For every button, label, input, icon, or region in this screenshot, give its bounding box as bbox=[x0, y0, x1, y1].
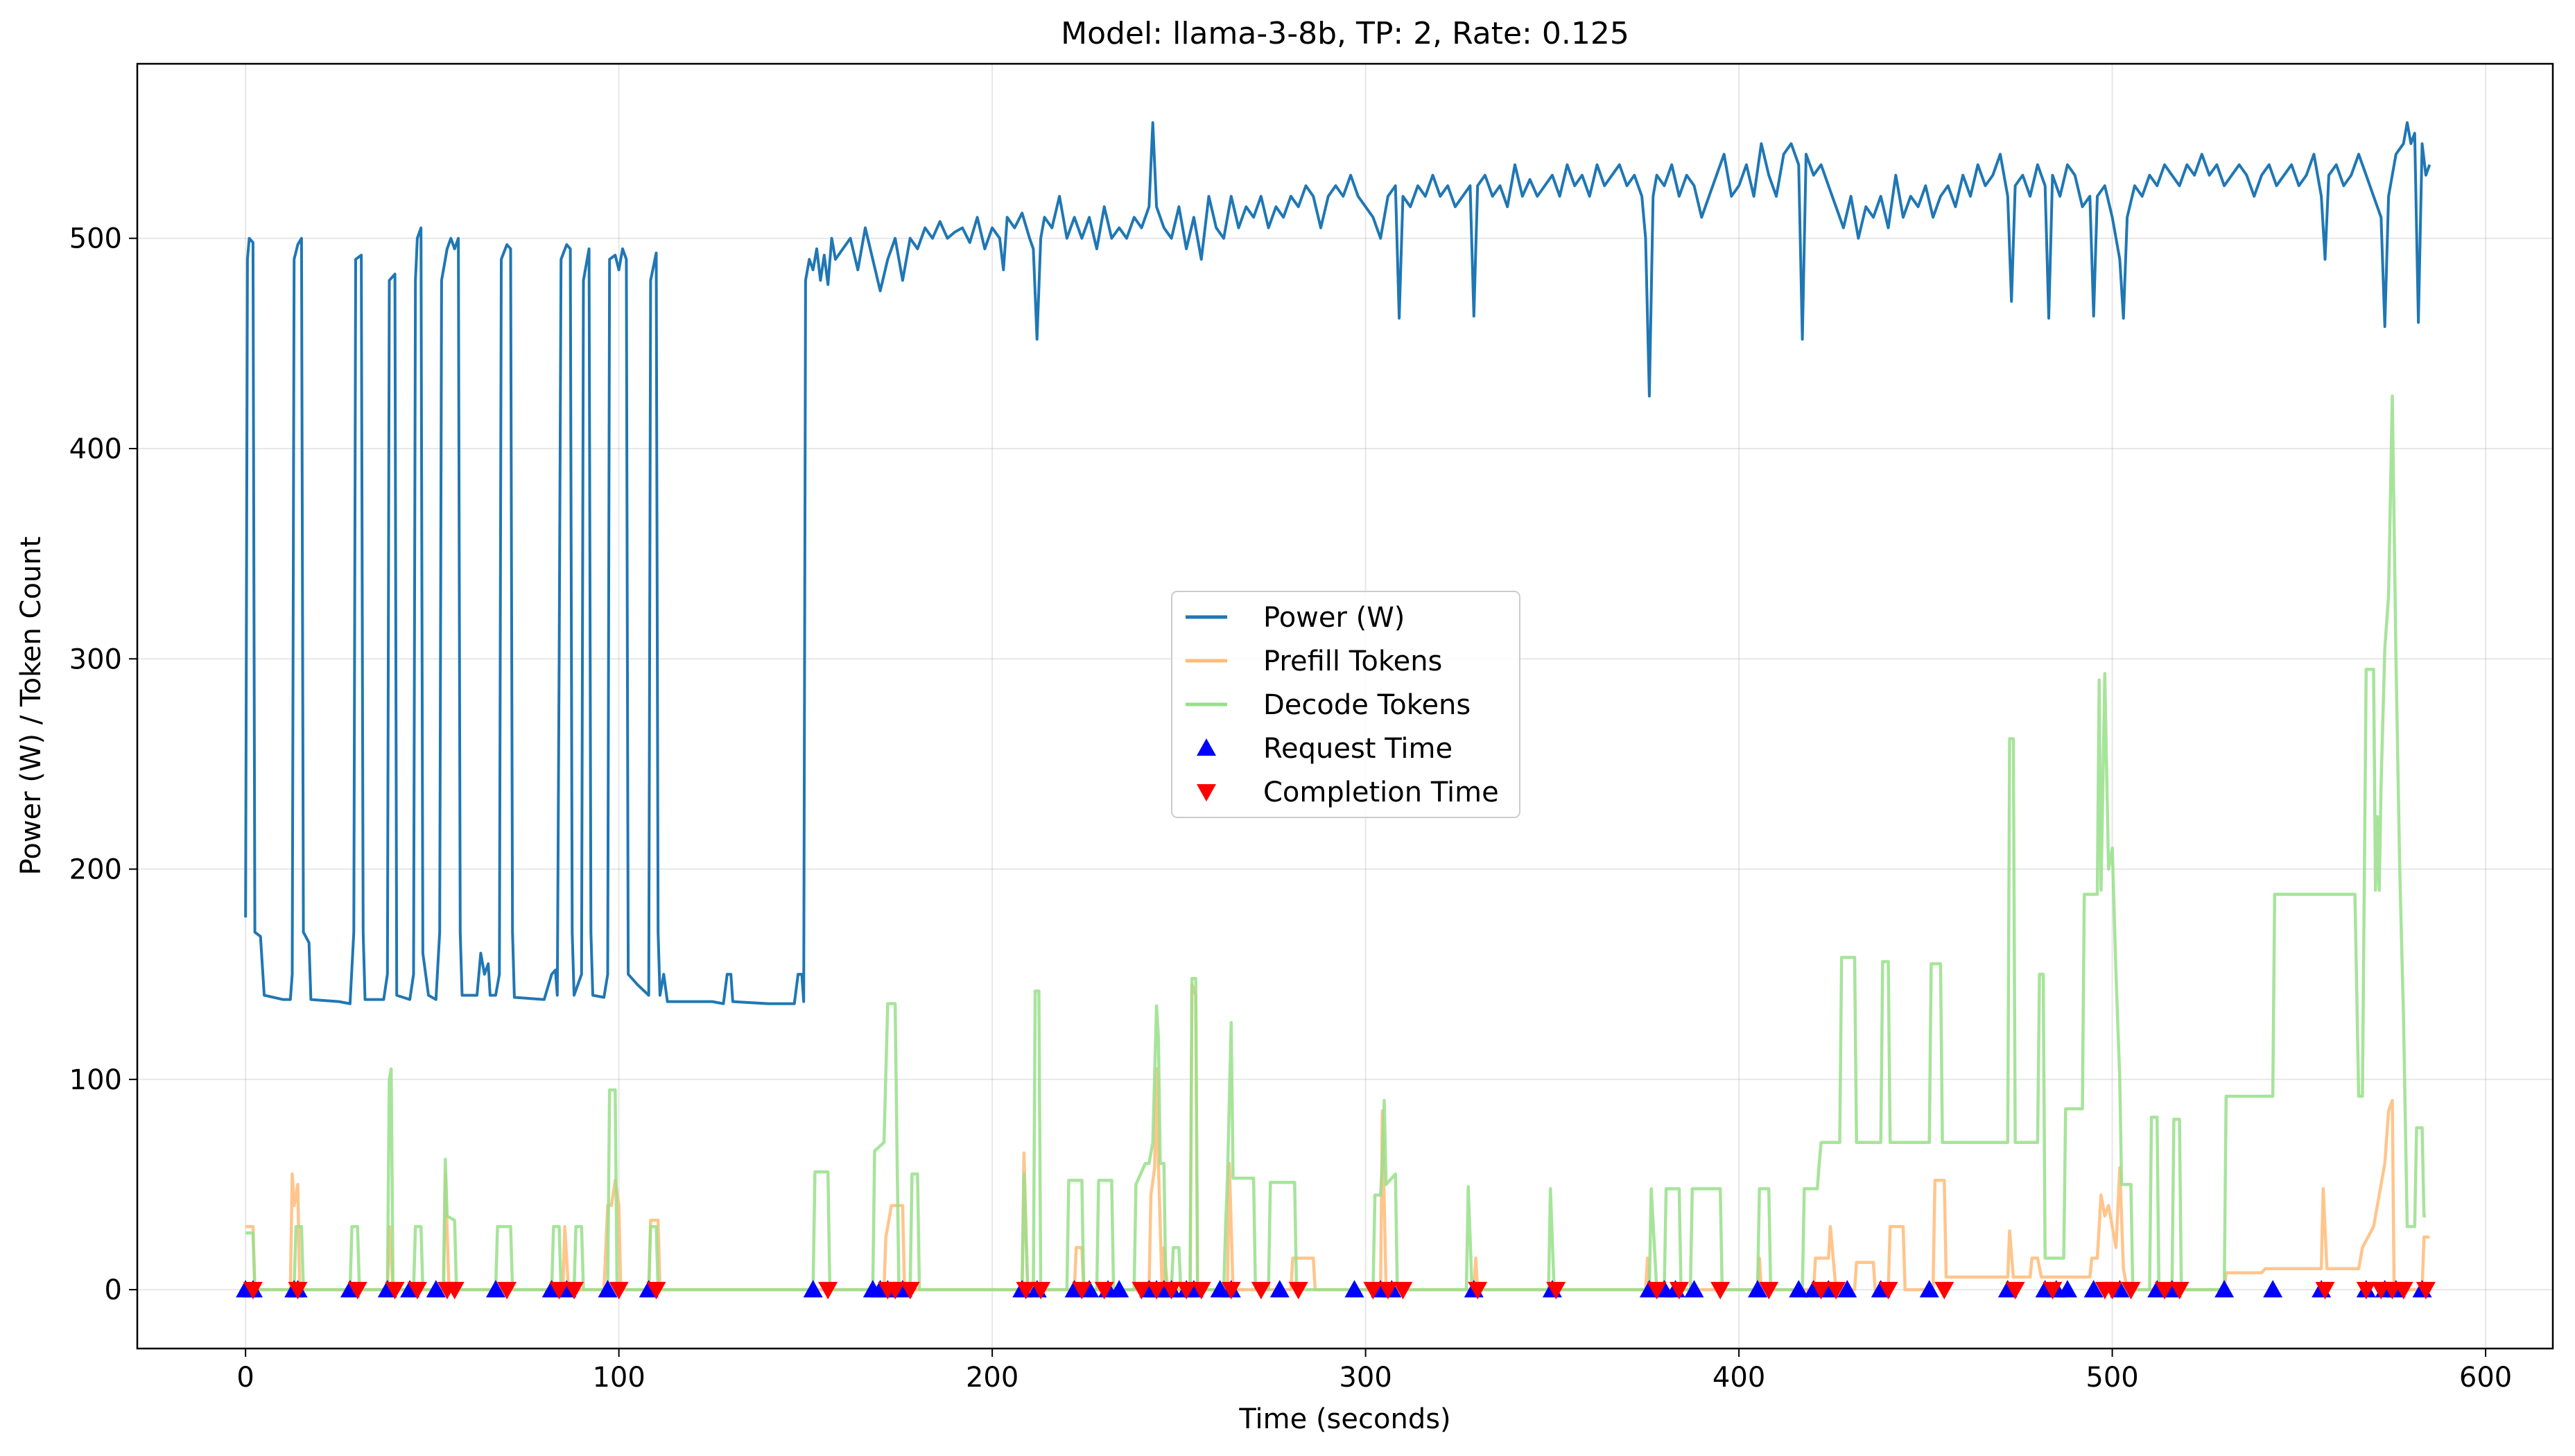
request-time-marker bbox=[2057, 1280, 2077, 1298]
completion-time-marker bbox=[1251, 1281, 1271, 1300]
legend-label: Power (W) bbox=[1263, 602, 1405, 634]
completion-time-marker bbox=[1393, 1281, 1413, 1300]
y-axis: 0 100 200 300 400 500 bbox=[69, 223, 137, 1306]
completion-time-marker bbox=[2121, 1281, 2141, 1300]
x-tick-label: 0 bbox=[236, 1362, 254, 1394]
completion-time-marker bbox=[1934, 1281, 1954, 1300]
y-tick-label: 0 bbox=[105, 1274, 122, 1306]
plot-frame bbox=[136, 62, 2554, 1350]
completion-time-marker bbox=[1363, 1281, 1383, 1300]
x-axis-label: Time (seconds) bbox=[1238, 1403, 1450, 1435]
completion-time-marker bbox=[1811, 1281, 1831, 1300]
completion-time-marker bbox=[288, 1281, 308, 1300]
legend-label: Completion Time bbox=[1263, 777, 1499, 808]
request-time-marker bbox=[1748, 1280, 1768, 1298]
x-tick-label: 600 bbox=[2459, 1362, 2512, 1394]
completion-time-marker bbox=[549, 1281, 569, 1300]
chart-title: Model: llama-3-8b, TP: 2, Rate: 0.125 bbox=[1061, 16, 1629, 51]
completion-time-marker bbox=[900, 1281, 920, 1300]
x-tick-label: 300 bbox=[1339, 1362, 1391, 1394]
completion-time-marker bbox=[885, 1281, 905, 1300]
request-time-marker bbox=[1919, 1280, 1939, 1298]
legend-label: Decode Tokens bbox=[1263, 689, 1471, 721]
completion-time-marker bbox=[1546, 1281, 1566, 1300]
completion-time-marker bbox=[2315, 1281, 2335, 1300]
completion-time-marker bbox=[818, 1281, 838, 1300]
x-tick-label: 100 bbox=[592, 1362, 645, 1394]
completion-time-marker bbox=[1072, 1281, 1092, 1300]
completion-time-marker bbox=[564, 1281, 584, 1300]
legend-label: Request Time bbox=[1263, 733, 1453, 765]
completion-time-marker bbox=[2154, 1281, 2174, 1300]
completion-time-marker bbox=[1647, 1281, 1667, 1300]
request-time-marker bbox=[598, 1280, 618, 1298]
power-line bbox=[244, 121, 2431, 1005]
x-tick-label: 500 bbox=[2086, 1362, 2138, 1394]
completion-time-marker bbox=[1759, 1281, 1779, 1300]
completion-time-marker bbox=[1878, 1281, 1898, 1300]
completion-time-marker bbox=[1221, 1281, 1241, 1300]
marker-layer bbox=[236, 1280, 2436, 1300]
legend-swatch bbox=[1197, 784, 1216, 801]
legend-box bbox=[1171, 591, 1520, 818]
y-tick-label: 200 bbox=[69, 854, 122, 886]
completion-time-marker bbox=[609, 1281, 629, 1300]
request-time-marker bbox=[1109, 1280, 1129, 1298]
request-time-marker bbox=[485, 1280, 505, 1298]
completion-time-marker bbox=[1094, 1281, 1114, 1300]
completion-time-marker bbox=[1161, 1281, 1181, 1300]
request-time-marker bbox=[2263, 1280, 2283, 1298]
request-time-marker bbox=[426, 1280, 446, 1298]
legend: Power (W) Prefill Tokens Decode Tokens Requ… bbox=[1171, 591, 1520, 818]
completion-time-marker bbox=[1468, 1281, 1488, 1300]
completion-time-marker bbox=[407, 1281, 427, 1300]
completion-time-marker bbox=[2102, 1281, 2122, 1300]
x-axis: 0 100 200 300 400 500 600 bbox=[236, 1349, 2512, 1394]
request-time-marker bbox=[1789, 1280, 1809, 1298]
completion-time-marker bbox=[1031, 1281, 1051, 1300]
request-time-marker bbox=[803, 1280, 823, 1298]
y-axis-label: Power (W) / Token Count bbox=[15, 537, 47, 876]
completion-time-marker bbox=[1132, 1281, 1152, 1300]
completion-time-marker bbox=[646, 1281, 666, 1300]
completion-time-marker bbox=[243, 1281, 263, 1300]
completion-time-marker bbox=[347, 1281, 367, 1300]
y-tick-label: 100 bbox=[69, 1064, 122, 1096]
request-time-marker bbox=[2083, 1280, 2104, 1298]
completion-time-marker bbox=[2005, 1281, 2025, 1300]
completion-time-marker bbox=[1710, 1281, 1731, 1300]
completion-time-marker bbox=[497, 1281, 517, 1300]
completion-time-marker bbox=[2043, 1281, 2063, 1300]
completion-time-marker bbox=[1669, 1281, 1689, 1300]
completion-time-marker bbox=[1378, 1281, 1398, 1300]
completion-time-marker bbox=[1177, 1281, 1197, 1300]
completion-time-marker bbox=[1826, 1281, 1846, 1300]
y-tick-label: 300 bbox=[69, 643, 122, 675]
completion-time-marker bbox=[444, 1281, 465, 1300]
legend-swatch bbox=[1197, 738, 1216, 756]
completion-time-marker bbox=[1016, 1281, 1036, 1300]
y-tick-label: 500 bbox=[69, 223, 122, 255]
x-tick-label: 200 bbox=[966, 1362, 1018, 1394]
request-time-marker bbox=[1269, 1280, 1290, 1298]
completion-time-marker bbox=[2356, 1281, 2376, 1300]
completion-time-marker bbox=[2169, 1281, 2190, 1300]
completion-time-marker bbox=[1147, 1281, 1167, 1300]
request-time-marker bbox=[1344, 1280, 1364, 1298]
request-time-marker bbox=[1837, 1280, 1857, 1298]
y-tick-label: 400 bbox=[69, 433, 122, 465]
request-time-marker bbox=[1684, 1280, 1704, 1298]
completion-time-marker bbox=[1191, 1281, 1211, 1300]
completion-time-marker bbox=[2416, 1281, 2436, 1300]
legend-label: Prefill Tokens bbox=[1263, 645, 1442, 677]
completion-time-marker bbox=[385, 1281, 405, 1300]
completion-time-marker bbox=[2393, 1281, 2413, 1300]
completion-time-marker bbox=[1288, 1281, 1308, 1300]
x-tick-label: 400 bbox=[1713, 1362, 1765, 1394]
request-time-marker bbox=[2214, 1280, 2235, 1298]
